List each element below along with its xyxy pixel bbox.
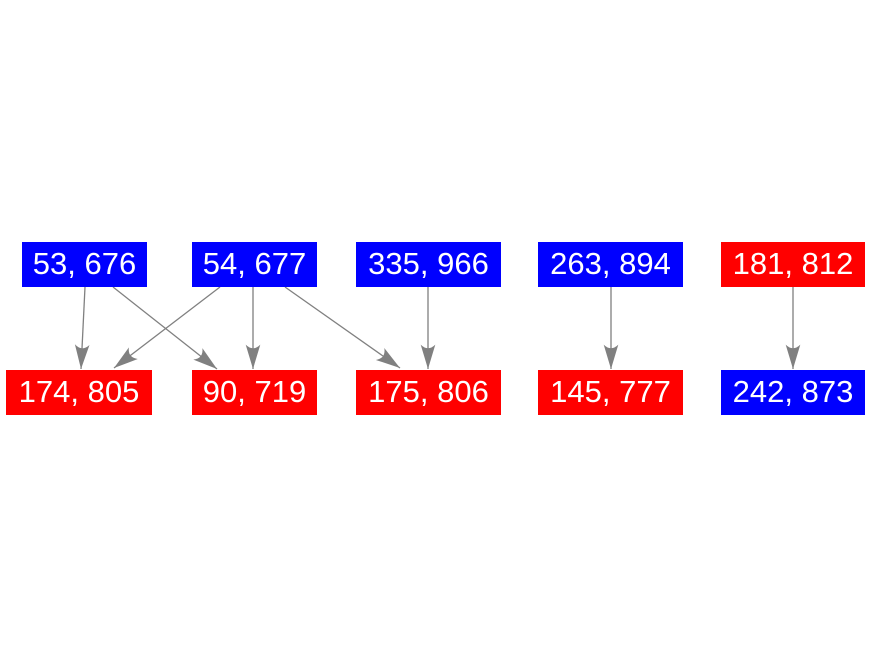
graph-node: 175, 806 bbox=[356, 370, 501, 415]
graph-node: 174, 805 bbox=[6, 370, 152, 415]
graph-node: 242, 873 bbox=[721, 370, 865, 415]
node-label: 174, 805 bbox=[18, 374, 140, 409]
graph-edge bbox=[74, 286, 90, 370]
graph-node: 53, 676 bbox=[22, 242, 147, 287]
node-label: 175, 806 bbox=[368, 374, 489, 409]
graph-node: 263, 894 bbox=[538, 242, 683, 287]
graph-node: 90, 719 bbox=[192, 370, 317, 415]
node-label: 90, 719 bbox=[202, 374, 307, 409]
node-label: 145, 777 bbox=[550, 374, 671, 409]
node-label: 242, 873 bbox=[732, 374, 854, 409]
graph-node: 335, 966 bbox=[356, 242, 501, 287]
graph-node: 54, 677 bbox=[192, 242, 317, 287]
graph-edge bbox=[113, 286, 221, 369]
node-label: 54, 677 bbox=[202, 246, 307, 281]
node-label: 335, 966 bbox=[368, 246, 489, 281]
graph-edge bbox=[112, 286, 218, 370]
graph-edge bbox=[284, 286, 401, 369]
node-label: 181, 812 bbox=[732, 246, 854, 281]
graph-node: 181, 812 bbox=[721, 242, 865, 287]
node-label: 263, 894 bbox=[550, 246, 671, 281]
graph-node: 145, 777 bbox=[538, 370, 683, 415]
node-label: 53, 676 bbox=[32, 246, 137, 281]
